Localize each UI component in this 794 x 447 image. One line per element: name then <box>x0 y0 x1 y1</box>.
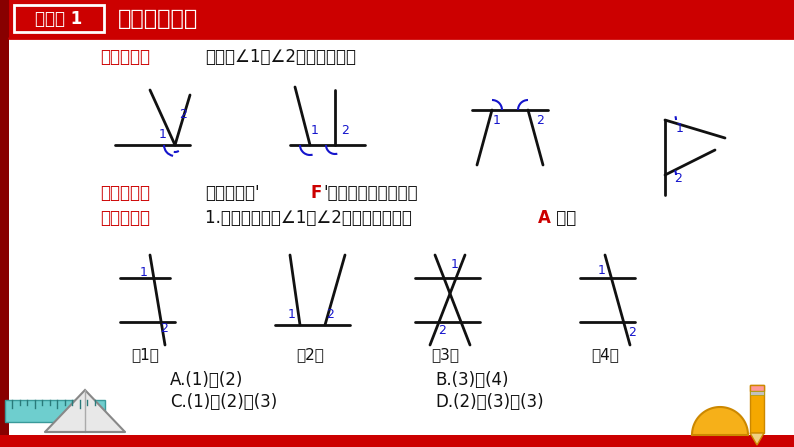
Text: （1）: （1） <box>131 347 159 363</box>
Text: F: F <box>310 184 322 202</box>
Text: 1: 1 <box>493 114 501 127</box>
Text: 知识点 1: 知识点 1 <box>36 10 83 28</box>
Text: D.(2)，(3)，(3): D.(2)，(3)，(3) <box>435 393 544 411</box>
Bar <box>750 385 764 391</box>
Text: 同位角的概念: 同位角的概念 <box>118 9 198 29</box>
Text: （3）: （3） <box>431 347 459 363</box>
Text: 2: 2 <box>536 114 544 127</box>
Bar <box>0 0 9 435</box>
Text: ）。: ）。 <box>551 209 576 227</box>
Text: 图中的∠1与∠2都是同位角。: 图中的∠1与∠2都是同位角。 <box>205 48 356 66</box>
Text: 1: 1 <box>451 258 459 271</box>
Text: 1: 1 <box>676 122 684 135</box>
Text: 1: 1 <box>159 128 167 142</box>
Text: 1.下列图形中，∠1和∠2是同位角的有（: 1.下列图形中，∠1和∠2是同位角的有（ <box>205 209 417 227</box>
Text: 2: 2 <box>326 308 334 321</box>
Text: （2）: （2） <box>296 347 324 363</box>
Text: 2: 2 <box>438 324 446 337</box>
Bar <box>750 391 764 395</box>
Bar <box>750 385 764 433</box>
Text: 1: 1 <box>598 263 606 277</box>
Text: 2: 2 <box>160 321 168 334</box>
Polygon shape <box>45 390 125 432</box>
Text: 2: 2 <box>341 125 349 138</box>
Text: 2: 2 <box>179 109 187 122</box>
Text: 1: 1 <box>288 308 296 321</box>
Text: 图形特征：: 图形特征： <box>100 184 150 202</box>
Bar <box>0 435 794 447</box>
Text: A: A <box>538 209 551 227</box>
Polygon shape <box>750 433 764 445</box>
Text: C.(1)，(2)，(3): C.(1)，(2)，(3) <box>170 393 277 411</box>
Text: '的图形中有同位角。: '的图形中有同位角。 <box>323 184 418 202</box>
Text: 针对训练：: 针对训练： <box>100 209 150 227</box>
Text: B.(3)，(4): B.(3)，(4) <box>435 371 508 389</box>
Bar <box>5 400 105 422</box>
Bar <box>0 0 794 38</box>
Text: 2: 2 <box>674 172 682 185</box>
Text: 在形如字母': 在形如字母' <box>205 184 260 202</box>
Text: 1: 1 <box>140 266 148 278</box>
Text: （4）: （4） <box>591 347 619 363</box>
Text: 变式图形：: 变式图形： <box>100 48 150 66</box>
Text: A.(1)，(2): A.(1)，(2) <box>170 371 244 389</box>
Text: 2: 2 <box>628 325 636 338</box>
FancyBboxPatch shape <box>14 5 104 32</box>
Text: 1: 1 <box>311 125 319 138</box>
